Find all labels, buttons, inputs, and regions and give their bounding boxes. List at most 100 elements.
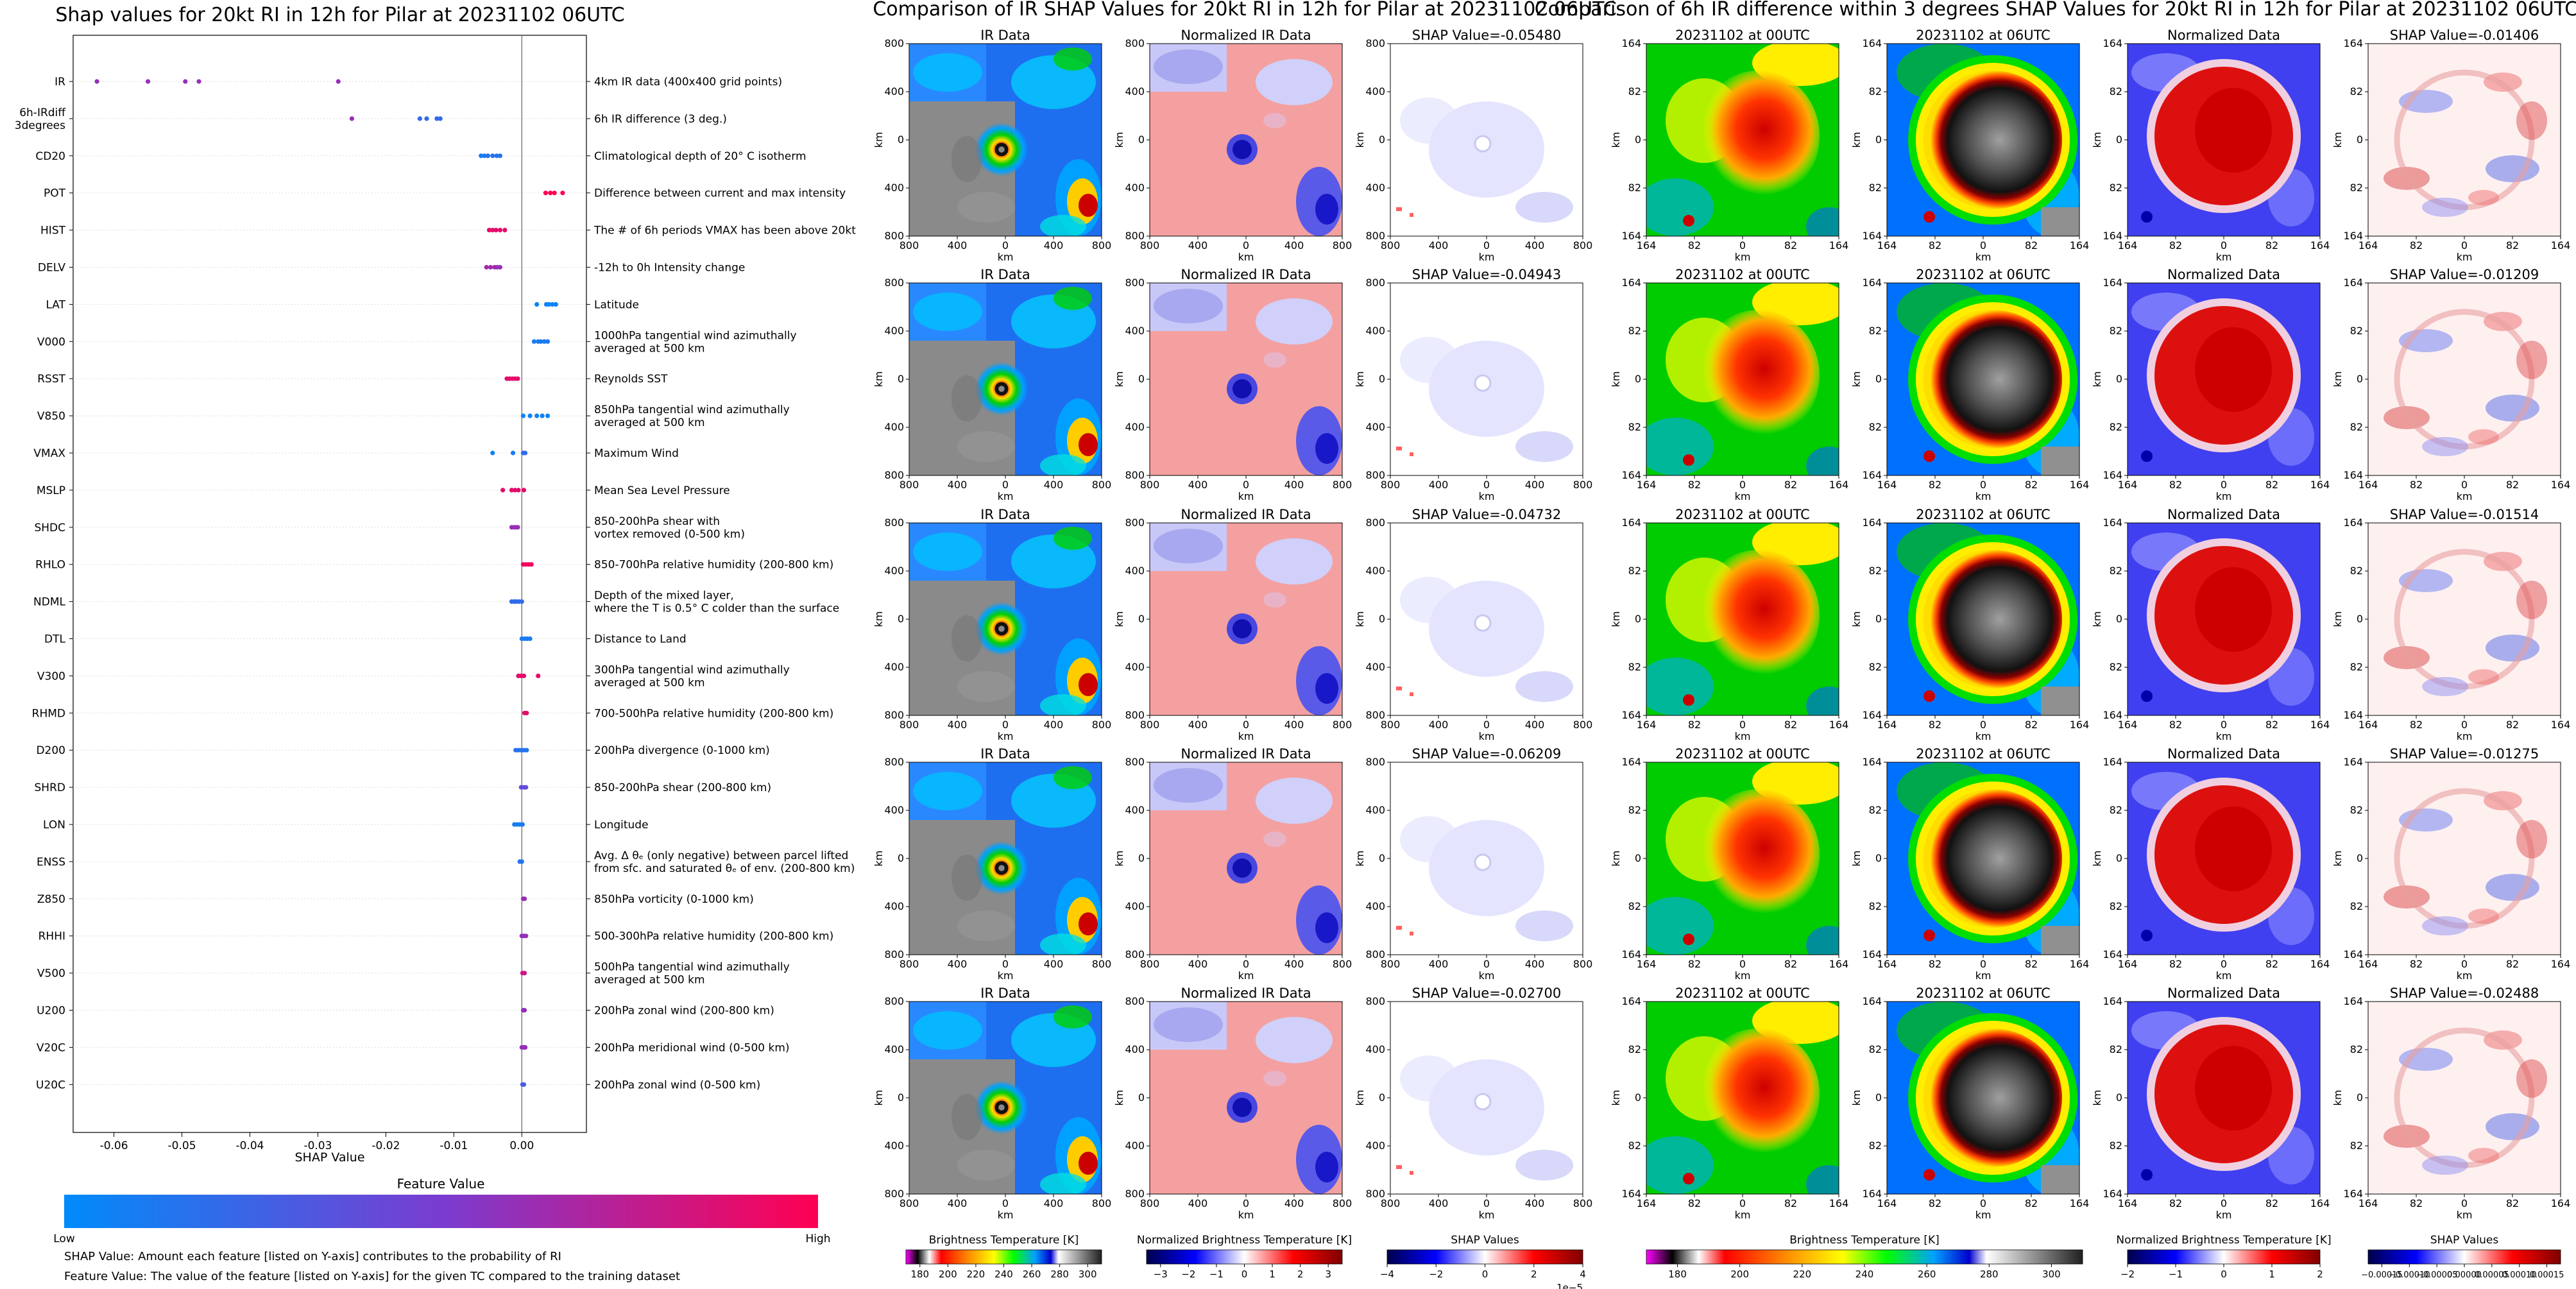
panel-ytick-label: 0 <box>1875 133 1882 146</box>
feature-description: 500hPa tangential wind azimuthally averag… <box>594 961 790 987</box>
colorbar-label: Normalized Brightness Temperature [K] <box>2116 1234 2331 1247</box>
panel-ytick-label: 82 <box>2110 421 2122 433</box>
panel-xtick-label: 164 <box>2070 1197 2090 1209</box>
feature-description: 850-200hPa shear with vortex removed (0-5… <box>594 515 745 541</box>
panel-ytick-label: 400 <box>1125 85 1145 98</box>
panel-ytick-label: 800 <box>884 756 904 768</box>
panel-xtick-label: 164 <box>1829 239 1849 252</box>
shap-point <box>531 339 537 344</box>
panel-xtick-label: 0 <box>1243 479 1249 491</box>
panel-title: SHAP Value=-0.02700 <box>1412 986 1562 1001</box>
panel-xtick-label: 0 <box>1739 479 1746 491</box>
panel-xtick-label: 82 <box>2265 1197 2278 1209</box>
panel-ytick-label: 164 <box>1621 709 1641 721</box>
panel-xtick-label: 0 <box>1739 719 1746 731</box>
panel-xtick-label: 400 <box>1429 958 1449 970</box>
panel-ytick-label: 400 <box>1365 182 1385 194</box>
panel-ytick-label: 800 <box>884 230 904 242</box>
colorbar-tick-label: 2 <box>1531 1268 1537 1280</box>
panel-xlabel: km <box>998 1209 1014 1221</box>
shap-point <box>438 116 443 121</box>
panel-ytick-label: 0 <box>2116 613 2122 625</box>
shap-point <box>524 934 529 939</box>
panel-xtick-label: 0 <box>1739 958 1746 970</box>
panel-image <box>1390 283 1583 475</box>
panel-xlabel: km <box>1975 730 1992 742</box>
panel-image <box>2128 283 2320 475</box>
colorbar-tick-label: 240 <box>1855 1268 1874 1280</box>
panel-xtick-label: 82 <box>2025 239 2038 252</box>
panel-xtick-label: 82 <box>1784 239 1797 252</box>
shap-point <box>145 79 151 84</box>
feature-description: Maximum Wind <box>594 447 679 460</box>
panel-ytick-label: 164 <box>2103 469 2122 481</box>
panel-xlabel: km <box>1238 490 1254 502</box>
panel-ytick-label: 164 <box>2343 995 2363 1007</box>
shap-point <box>490 228 495 233</box>
panel-ylabel: km <box>1113 611 1125 627</box>
panel-xtick-label: 164 <box>2070 958 2090 970</box>
shap-point <box>515 525 520 530</box>
panel-ylabel: km <box>1610 851 1622 867</box>
feature-description: -12h to 0h Intensity change <box>594 262 745 275</box>
colorbar-tick-label: 240 <box>994 1268 1013 1280</box>
panel-xtick-label: 164 <box>2118 719 2138 731</box>
feature-description: 200hPa zonal wind (200-800 km) <box>594 1005 774 1018</box>
panel-image <box>1390 762 1583 955</box>
panel-xtick-label: 400 <box>1188 719 1208 731</box>
panel-xtick-label: 0 <box>1980 479 1986 491</box>
panel-ytick-label: 0 <box>2116 1091 2122 1104</box>
panel-xtick-label: 0 <box>2221 239 2227 252</box>
panel-image <box>1150 523 1342 715</box>
feature-label: 6h-IRdiff 3degrees <box>15 107 67 132</box>
panel-xtick-label: 164 <box>2551 239 2571 252</box>
panel-ytick-label: 82 <box>1869 661 1882 673</box>
feature-label: D200 <box>36 744 65 757</box>
panel-ytick-label: 164 <box>1862 516 1882 529</box>
left-title: Shap values for 20kt RI in 12h for Pilar… <box>55 4 624 26</box>
panel-title: Normalized IR Data <box>1181 746 1311 762</box>
shap-point <box>519 859 524 864</box>
panel-ytick-label: 82 <box>2110 1140 2122 1152</box>
panel-xtick-label: 400 <box>1429 719 1449 731</box>
panel-xtick-label: 400 <box>1525 958 1545 970</box>
feature-label: V000 <box>37 336 65 348</box>
panel-xtick-label: 400 <box>1525 1197 1545 1209</box>
panel-xtick-label: 82 <box>1929 719 1941 731</box>
panel-xtick-label: 82 <box>2025 1197 2038 1209</box>
panel-title: SHAP Value=-0.01514 <box>2390 507 2539 522</box>
panel-xtick-label: 164 <box>2070 479 2090 491</box>
panel-xtick-label: 164 <box>2310 239 2330 252</box>
panel-ytick-label: 164 <box>2343 469 2363 481</box>
panel-ytick-label: 82 <box>2110 85 2122 98</box>
panel-xlabel: km <box>1975 251 1992 263</box>
panel-ytick-label: 82 <box>1628 325 1641 337</box>
shap-point <box>486 228 492 233</box>
panel-xtick-label: 0 <box>1002 719 1009 731</box>
panel-ytick-label: 0 <box>1635 133 1641 146</box>
panel-xtick-label: 800 <box>1381 479 1401 491</box>
panel-title: SHAP Value=-0.06209 <box>1412 746 1562 762</box>
panel-xtick-label: 82 <box>2169 1197 2182 1209</box>
panel-ytick-label: 0 <box>898 133 904 146</box>
shap-point <box>553 302 558 307</box>
panel-ytick-label: 164 <box>2343 516 2363 529</box>
panel-ytick-label: 82 <box>2110 182 2122 194</box>
panel-xtick-label: 0 <box>2221 719 2227 731</box>
panel-xtick-label: 82 <box>2506 239 2519 252</box>
panel-ytick-label: 400 <box>1125 661 1145 673</box>
colorbar-tick-label: 220 <box>967 1268 985 1280</box>
panel-ytick-label: 0 <box>1138 1091 1145 1104</box>
panel-xtick-label: 0 <box>1483 479 1490 491</box>
panel-xtick-label: 400 <box>1188 479 1208 491</box>
shap-point <box>534 413 540 418</box>
feature-note: Feature Value: The value of the feature … <box>64 1270 680 1283</box>
panel-xtick-label: 0 <box>1243 239 1249 252</box>
panel-ytick-label: 800 <box>1365 516 1385 529</box>
feature-label: RHLO <box>35 559 65 572</box>
panel-ytick-label: 82 <box>1869 85 1882 98</box>
panel-ytick-label: 400 <box>884 85 904 98</box>
shap-point <box>497 228 503 233</box>
panel-ylabel: km <box>1113 371 1125 388</box>
panel-xtick-label: 400 <box>1188 239 1208 252</box>
